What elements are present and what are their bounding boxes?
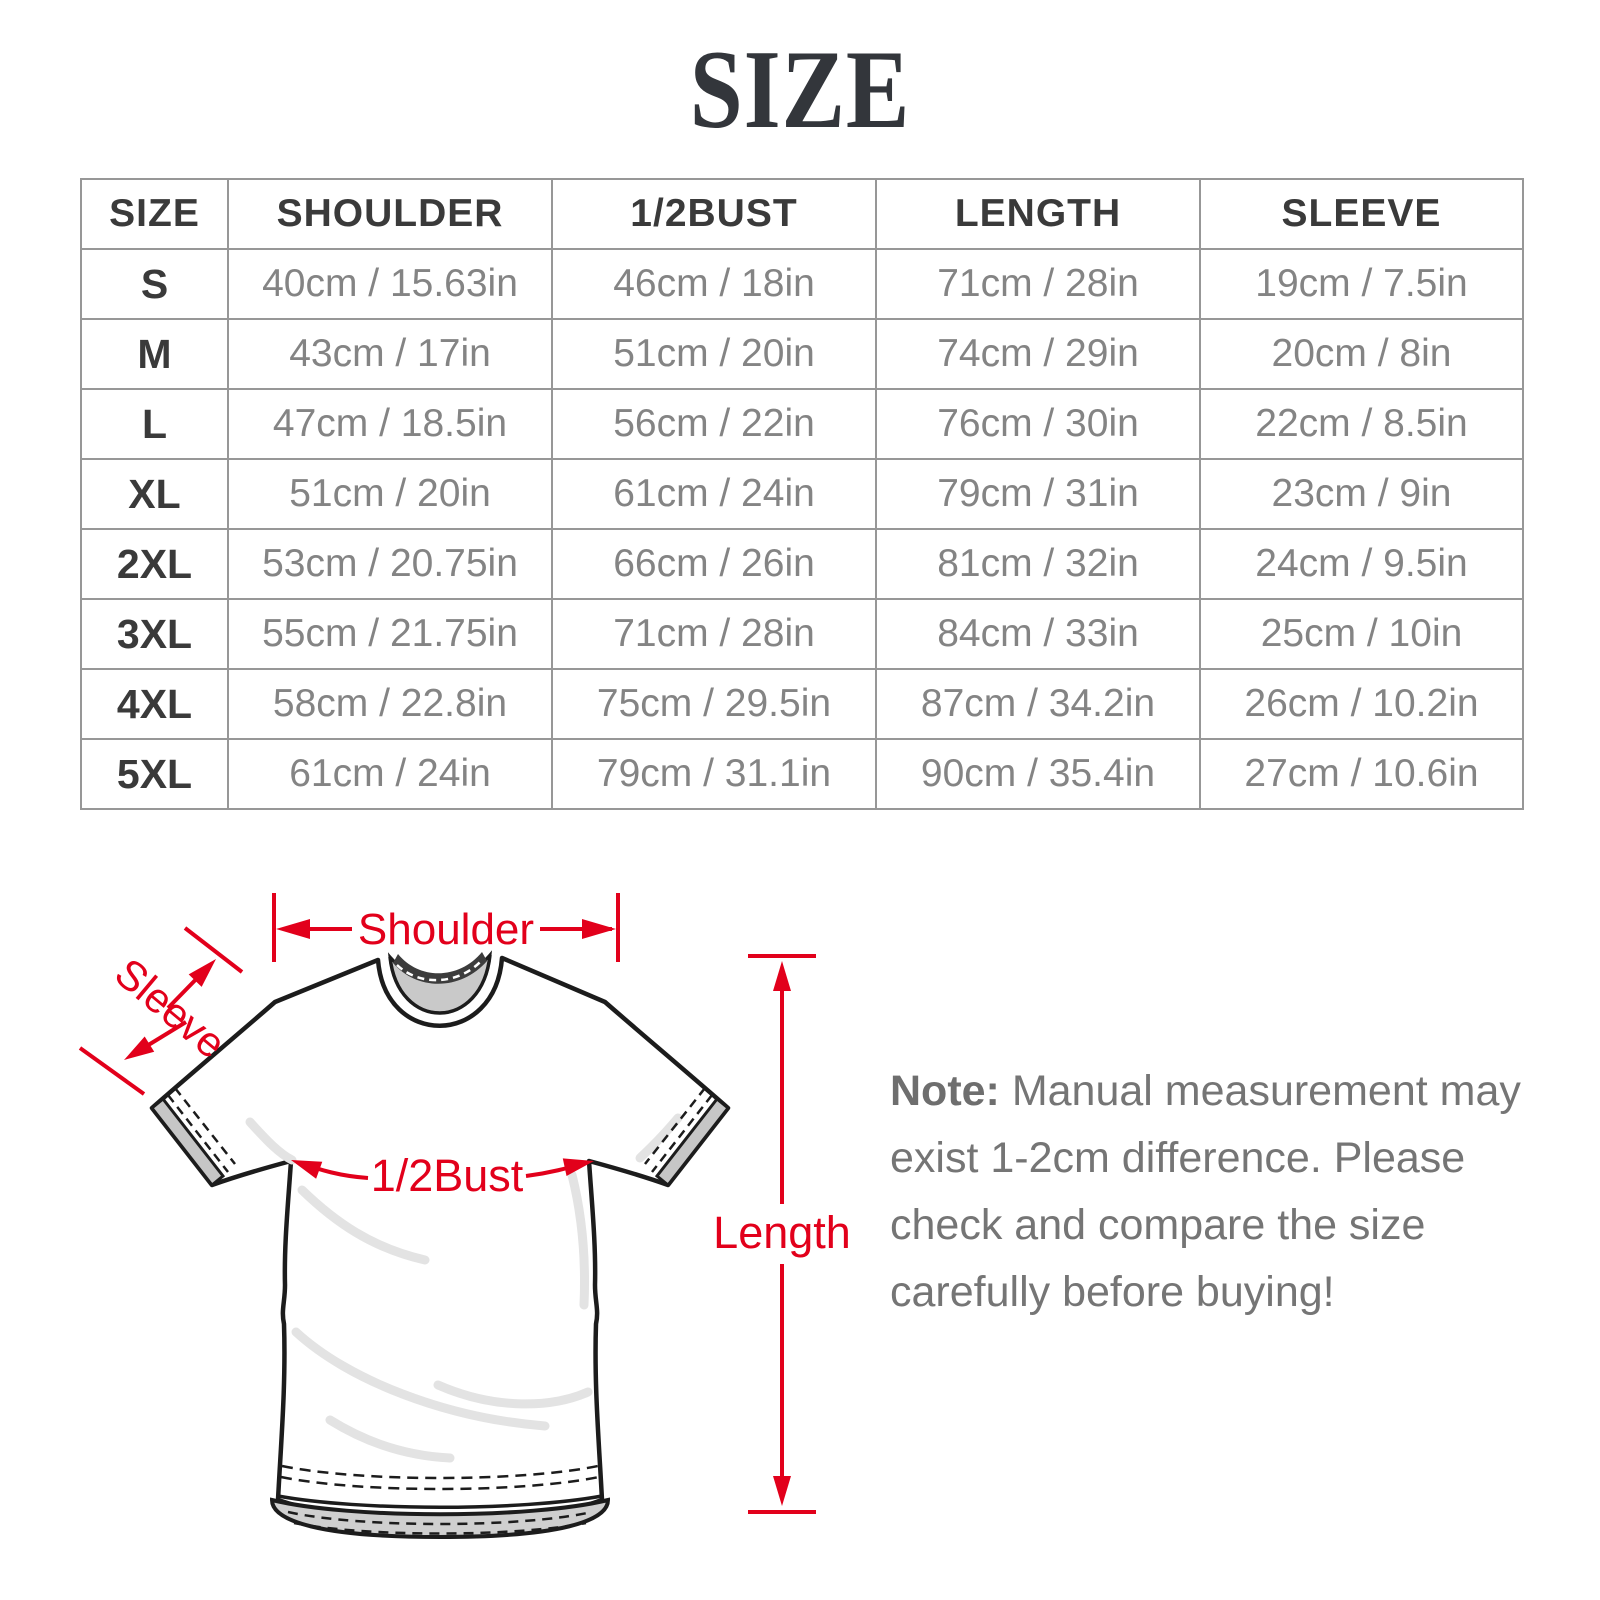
length-value: 81cm / 32in: [875, 528, 1201, 600]
shoulder-value: 51cm / 20in: [227, 458, 553, 530]
table-row: XL 51cm / 20in 61cm / 24in 79cm / 31in 2…: [80, 458, 1524, 530]
size-label: M: [80, 318, 229, 390]
shoulder-value: 47cm / 18.5in: [227, 388, 553, 460]
shoulder-value: 40cm / 15.63in: [227, 248, 553, 320]
sleeve-value: 26cm / 10.2in: [1199, 668, 1524, 740]
shoulder-measure: Shoulder: [272, 893, 620, 962]
table-row: 3XL 55cm / 21.75in 71cm / 28in 84cm / 33…: [80, 598, 1524, 670]
size-label: 3XL: [80, 598, 229, 670]
note-line: exist 1-2cm difference. Please: [890, 1134, 1466, 1182]
sleeve-value: 20cm / 8in: [1199, 318, 1524, 390]
sleeve-tick-bottom: [78, 1046, 146, 1096]
sleeve-value: 25cm / 10in: [1199, 598, 1524, 670]
shoulder-value: 55cm / 21.75in: [227, 598, 553, 670]
shoulder-label: Shoulder: [358, 905, 534, 954]
size-table: SIZE SHOULDER 1/2BUST LENGTH SLEEVE S 40…: [80, 178, 1524, 810]
col-header-size: SIZE: [80, 178, 229, 250]
tshirt-collar: [387, 950, 493, 1015]
table-row: M 43cm / 17in 51cm / 20in 74cm / 29in 20…: [80, 318, 1524, 390]
length-value: 71cm / 28in: [875, 248, 1201, 320]
length-value: 90cm / 35.4in: [875, 738, 1201, 810]
col-header-shoulder: SHOULDER: [227, 178, 553, 250]
tshirt-drawing: [149, 950, 731, 1540]
sleeve-label: Sleeve: [106, 949, 235, 1068]
table-header-row: SIZE SHOULDER 1/2BUST LENGTH SLEEVE: [80, 178, 1524, 250]
note-line: carefully before buying!: [890, 1268, 1335, 1316]
sleeve-value: 27cm / 10.6in: [1199, 738, 1524, 810]
bust-value: 56cm / 22in: [551, 388, 877, 460]
note-line: Note: Manual measurement may: [890, 1067, 1521, 1115]
length-value: 76cm / 30in: [875, 388, 1201, 460]
size-label: 5XL: [80, 738, 229, 810]
note-text: Note: Manual measurement may exist 1-2cm…: [890, 1058, 1530, 1326]
bust-value: 46cm / 18in: [551, 248, 877, 320]
sleeve-value: 22cm / 8.5in: [1199, 388, 1524, 460]
hem: [269, 1464, 611, 1540]
left-cuff: [149, 1087, 236, 1188]
length-value: 79cm / 31in: [875, 458, 1201, 530]
size-label: S: [80, 248, 229, 320]
size-label: XL: [80, 458, 229, 530]
shoulder-value: 53cm / 20.75in: [227, 528, 553, 600]
bust-label: 1/2Bust: [371, 1150, 524, 1201]
sleeve-tick-top: [183, 926, 244, 974]
shoulder-arrowhead-left: [276, 919, 310, 939]
table-row: 4XL 58cm / 22.8in 75cm / 29.5in 87cm / 3…: [80, 668, 1524, 740]
note-prefix: Note:: [890, 1067, 1000, 1115]
tshirt-measurement-diagram: Shoulder Sleeve 1/2Bust Length: [78, 893, 851, 1540]
sleeve-arrowhead-top: [188, 959, 216, 987]
size-label: 2XL: [80, 528, 229, 600]
bust-value: 51cm / 20in: [551, 318, 877, 390]
bust-arrowhead-right: [562, 1158, 594, 1177]
table-row: 2XL 53cm / 20.75in 66cm / 26in 81cm / 32…: [80, 528, 1524, 600]
length-arrowhead-bottom: [773, 1476, 791, 1506]
sleeve-value: 19cm / 7.5in: [1199, 248, 1524, 320]
collar-tape: [393, 952, 487, 984]
collar-band-inner-line: [388, 954, 492, 1015]
right-cuff: [644, 1087, 731, 1188]
length-value: 87cm / 34.2in: [875, 668, 1201, 740]
tshirt-body: [149, 955, 731, 1527]
length-measure: Length: [713, 954, 851, 1514]
length-value: 84cm / 33in: [875, 598, 1201, 670]
shoulder-value: 61cm / 24in: [227, 738, 553, 810]
bust-value: 61cm / 24in: [551, 458, 877, 530]
sleeve-value: 23cm / 9in: [1199, 458, 1524, 530]
length-label: Length: [713, 1207, 851, 1258]
size-label: L: [80, 388, 229, 460]
size-label: 4XL: [80, 668, 229, 740]
col-header-bust: 1/2BUST: [551, 178, 877, 250]
shoulder-value: 43cm / 17in: [227, 318, 553, 390]
bust-arrowhead-left: [291, 1160, 323, 1179]
fabric-wrinkles: [245, 1113, 683, 1463]
collar-tape-stitch: [396, 958, 484, 982]
sleeve-arrowhead-bottom: [124, 1036, 155, 1060]
bust-measure: 1/2Bust: [291, 1150, 594, 1201]
shoulder-arrowhead-right: [582, 919, 616, 939]
col-header-sleeve: SLEEVE: [1199, 178, 1524, 250]
col-header-length: LENGTH: [875, 178, 1201, 250]
table-row: S 40cm / 15.63in 46cm / 18in 71cm / 28in…: [80, 248, 1524, 320]
bust-value: 79cm / 31.1in: [551, 738, 877, 810]
table-row: 5XL 61cm / 24in 79cm / 31.1in 90cm / 35.…: [80, 738, 1524, 810]
shoulder-value: 58cm / 22.8in: [227, 668, 553, 740]
sleeve-value: 24cm / 9.5in: [1199, 528, 1524, 600]
note-line: check and compare the size: [890, 1201, 1426, 1249]
page-title: SIZE: [689, 28, 911, 152]
table-row: L 47cm / 18.5in 56cm / 22in 76cm / 30in …: [80, 388, 1524, 460]
bust-value: 75cm / 29.5in: [551, 668, 877, 740]
length-value: 74cm / 29in: [875, 318, 1201, 390]
hem-band: [269, 1497, 611, 1540]
bust-value: 66cm / 26in: [551, 528, 877, 600]
bust-value: 71cm / 28in: [551, 598, 877, 670]
